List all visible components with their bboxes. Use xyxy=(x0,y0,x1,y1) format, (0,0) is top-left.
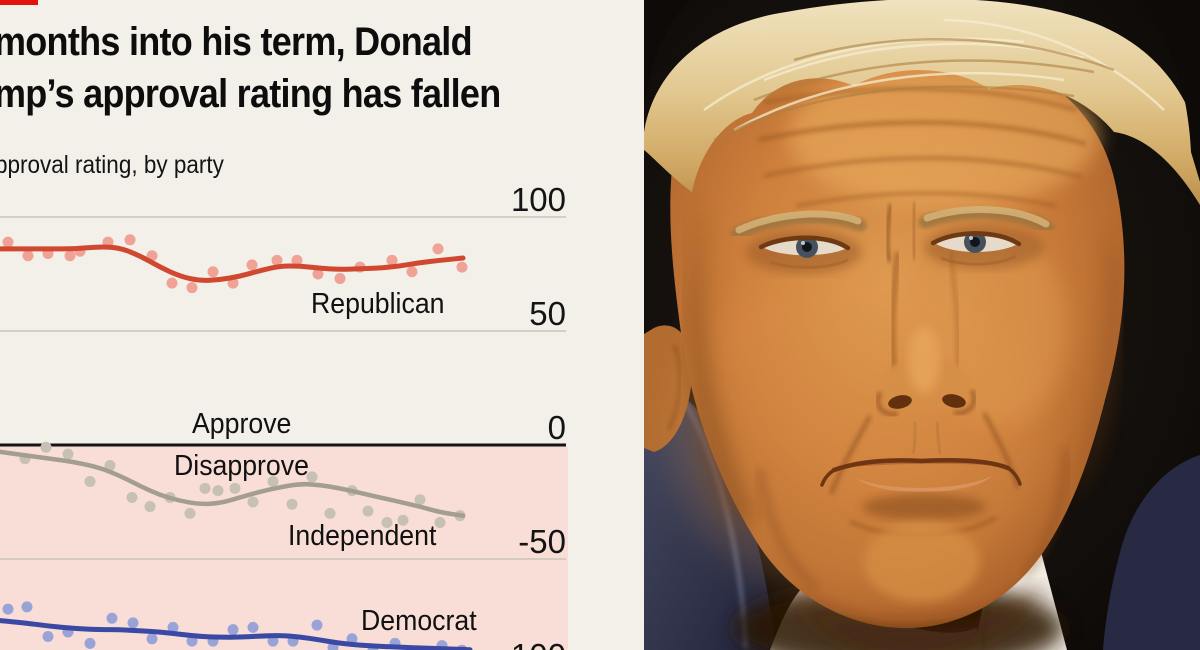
trump-photo xyxy=(639,0,1200,650)
chart-panel: months into his term, Donald mp’s approv… xyxy=(0,0,568,650)
zone-label-disapprove: Disapprove xyxy=(174,450,309,482)
svg-text:100: 100 xyxy=(511,181,566,218)
series-label-republican: Republican xyxy=(311,288,445,320)
series-label-democrat: Democrat xyxy=(361,605,477,637)
mouth xyxy=(820,458,1022,520)
svg-text:0: 0 xyxy=(548,409,566,446)
approval-chart-plot: 100 50 0 -50 -100 xyxy=(0,181,568,650)
chart-title-line2: mp’s approval rating has fallen xyxy=(0,72,501,116)
chart-title-line1: months into his term, Donald xyxy=(0,20,473,64)
hair xyxy=(644,0,1200,205)
svg-text:-50: -50 xyxy=(518,523,566,560)
chart-subtitle: pproval rating, by party xyxy=(0,151,224,179)
suit-right-shoulder xyxy=(1103,455,1200,650)
svg-text:50: 50 xyxy=(529,295,566,332)
forehead-wrinkles xyxy=(757,86,1087,208)
zone-label-approve: Approve xyxy=(192,408,292,440)
economist-red-tab xyxy=(0,0,38,5)
chart-title: months into his term, Donald mp’s approv… xyxy=(0,16,501,120)
eyebrows xyxy=(730,206,1055,241)
right-eye xyxy=(930,231,1022,266)
nose xyxy=(876,251,976,417)
chin xyxy=(864,522,980,602)
svg-text:-100: -100 xyxy=(500,637,566,650)
trump-portrait-illustration xyxy=(639,0,1200,650)
left-eye xyxy=(758,235,851,269)
series-label-independent: Independent xyxy=(288,520,437,552)
